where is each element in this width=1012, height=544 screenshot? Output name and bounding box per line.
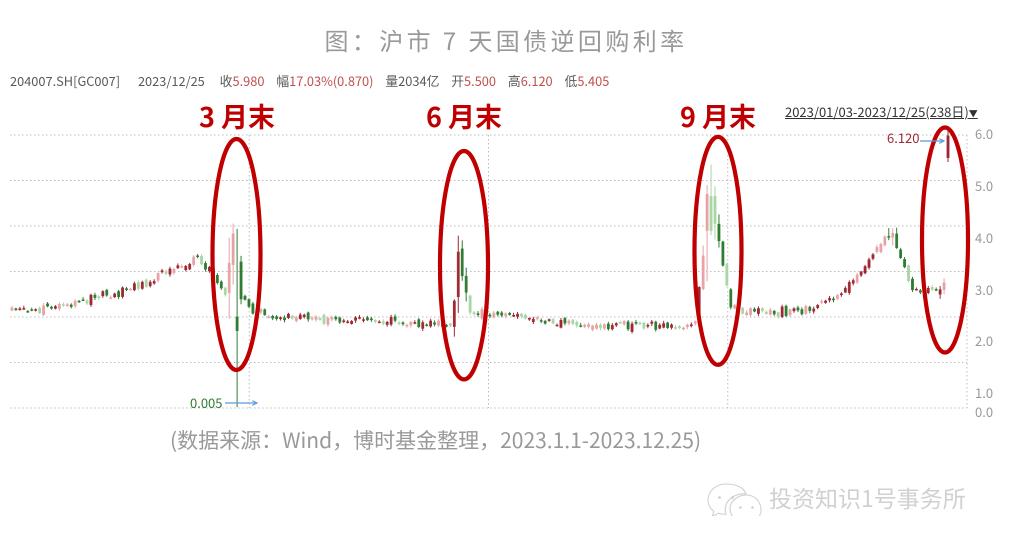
svg-text:投资知识1号事务所: 投资知识1号事务所 — [769, 480, 966, 514]
